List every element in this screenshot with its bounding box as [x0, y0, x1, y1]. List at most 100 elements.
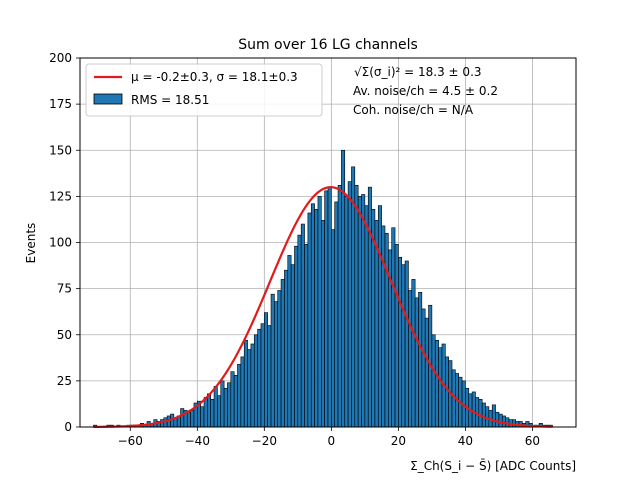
histogram-bar	[280, 279, 285, 428]
annotation-sqrt-sum: √Σ(σ_i)² = 18.3 ± 0.3	[354, 65, 482, 79]
histogram-bar	[344, 196, 349, 428]
histogram-bar	[418, 292, 423, 428]
histogram-bar	[401, 264, 406, 428]
gaussian-fit	[93, 186, 553, 428]
y-tick-label: 200	[49, 51, 72, 65]
annotation-box: √Σ(σ_i)² = 18.3 ± 0.3 Av. noise/ch = 4.5…	[353, 65, 498, 117]
annotation-coh-noise: Coh. noise/ch = N/A	[353, 103, 474, 117]
histogram-bar	[267, 325, 272, 428]
x-tick-label: −60	[118, 434, 143, 448]
histogram-bar	[478, 399, 483, 428]
histogram-bar	[367, 186, 372, 428]
histogram-bar	[337, 185, 342, 428]
histogram-bar	[294, 245, 299, 428]
histogram-bar	[237, 363, 242, 428]
chart-title: Sum over 16 LG channels	[238, 37, 418, 53]
x-tick-label: −20	[252, 434, 277, 448]
histogram-bar	[354, 185, 359, 428]
y-tick-label: 125	[49, 189, 72, 203]
legend: μ = -0.2±0.3, σ = 18.1±0.3 RMS = 18.51	[85, 63, 323, 117]
histogram-bar	[257, 328, 262, 428]
histogram-bar	[230, 371, 235, 428]
y-tick-label: 0	[64, 420, 72, 434]
annotation-avg-noise: Av. noise/ch = 4.5 ± 0.2	[353, 84, 498, 98]
histogram-bar	[424, 317, 429, 428]
histogram-bar	[220, 380, 225, 428]
histogram-bar	[260, 323, 265, 428]
histogram-bar	[384, 232, 389, 428]
histogram-bars	[93, 149, 553, 428]
histogram-bar	[438, 347, 443, 428]
x-axis-label: Σ_Ch(S_i − S̄) [ADC Counts]	[410, 459, 576, 473]
y-tick-label: 175	[49, 97, 72, 111]
histogram-bar	[431, 334, 436, 428]
x-tick-label: −40	[185, 434, 210, 448]
histogram-bar	[444, 356, 449, 428]
histogram-bar	[304, 244, 309, 428]
histogram-bar	[408, 290, 413, 428]
histogram-bar	[213, 386, 218, 428]
histogram-bar	[310, 203, 315, 428]
x-tick-label: 0	[328, 434, 336, 448]
histogram-bar	[320, 220, 325, 428]
histogram-bar	[404, 260, 409, 428]
histogram-bar	[398, 256, 403, 428]
y-tick-label: 100	[49, 236, 72, 250]
histogram-bar	[277, 290, 282, 428]
legend-fit-label: μ = -0.2±0.3, σ = 18.1±0.3	[131, 70, 298, 84]
histogram-bar	[347, 181, 352, 428]
x-tick-label: 20	[391, 434, 406, 448]
y-tick-label: 25	[57, 374, 72, 388]
legend-hist-label: RMS = 18.51	[131, 93, 209, 107]
histogram-bar	[190, 410, 195, 428]
histogram-bar	[394, 244, 399, 428]
y-tick-label: 150	[49, 143, 72, 157]
histogram-bar	[207, 393, 212, 428]
legend-frame	[85, 63, 323, 117]
histogram-bar	[471, 391, 476, 428]
y-tick-label: 75	[57, 282, 72, 296]
histogram-bar	[240, 356, 245, 428]
histogram-bar	[264, 312, 268, 428]
legend-hist-swatch	[93, 93, 123, 105]
histogram-bar	[253, 334, 258, 428]
histogram-bar	[300, 223, 305, 428]
histogram-bar	[186, 411, 191, 428]
histogram-bar	[217, 395, 222, 428]
histogram-bar	[287, 255, 292, 428]
histogram-bar	[411, 279, 416, 428]
histogram-bar	[314, 208, 319, 428]
histogram-bar	[250, 343, 255, 428]
x-tick-label: 60	[525, 434, 540, 448]
y-axis-label: Events	[24, 223, 38, 264]
histogram-bar	[203, 397, 208, 428]
histogram-bar	[290, 264, 295, 428]
histogram-bar	[324, 190, 329, 428]
histogram-bar	[334, 201, 339, 428]
y-axis-ticks: 0 25 50 75 100 125 150 175 200	[49, 51, 80, 434]
histogram-bar	[331, 229, 336, 428]
histogram-bar	[481, 402, 486, 428]
histogram-bar	[434, 339, 439, 428]
histogram-bar	[274, 301, 279, 428]
histogram-bar	[391, 227, 396, 428]
histogram-bar	[200, 406, 205, 428]
histogram-bar	[377, 205, 382, 428]
histogram-bar	[317, 196, 322, 428]
histogram-bar	[421, 308, 426, 428]
y-tick-label: 50	[57, 328, 72, 342]
histogram-bar	[307, 212, 312, 428]
histogram-bar	[498, 413, 503, 428]
fit-curve	[93, 186, 553, 428]
histogram-bar	[361, 194, 366, 428]
histogram-bar	[247, 349, 252, 428]
histogram-bar	[357, 196, 362, 428]
histogram-bar	[243, 339, 248, 428]
histogram-bar	[227, 382, 232, 428]
histogram-bar	[210, 399, 215, 428]
histogram-bar	[297, 234, 302, 428]
x-axis-ticks: −60 −40 −20 0 20 40 60	[118, 427, 540, 448]
histogram-bar	[223, 387, 228, 428]
x-tick-label: 40	[458, 434, 473, 448]
